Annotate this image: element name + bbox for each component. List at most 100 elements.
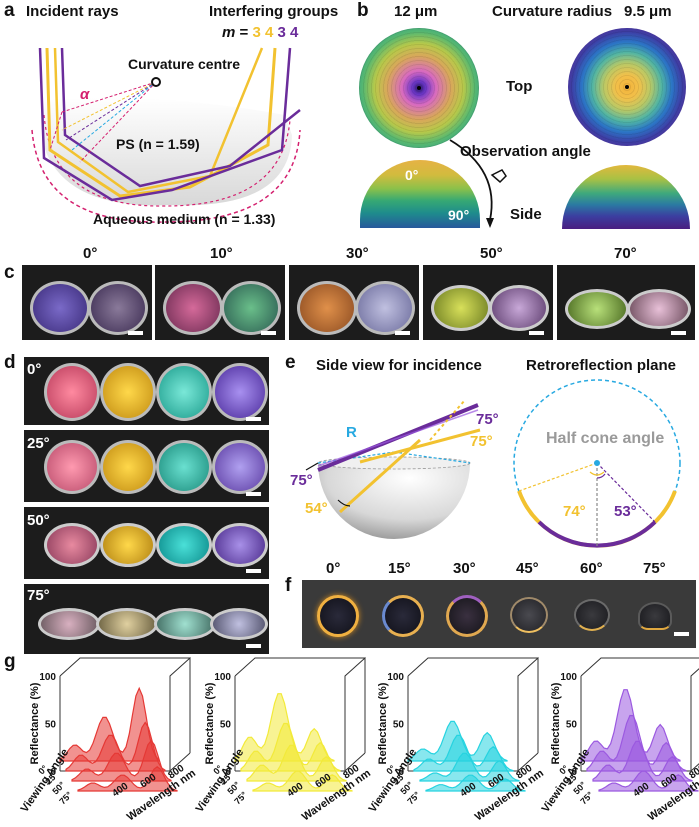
retroreflection-title: Retroreflection plane bbox=[526, 357, 677, 374]
ps-label: PS (n = 1.59) bbox=[116, 136, 200, 152]
panel-label-e: e bbox=[285, 352, 296, 373]
angle-90-label: 90° bbox=[448, 207, 470, 223]
m-equals: = bbox=[239, 24, 249, 41]
purple-53-label: 53° bbox=[614, 503, 637, 520]
R-label: R bbox=[346, 424, 357, 441]
f-angle-15: 15° bbox=[388, 560, 411, 577]
ytick-label: 0 bbox=[398, 767, 404, 778]
ylabel: Reflectance (%) bbox=[550, 682, 562, 764]
ytick-label: 0 bbox=[225, 767, 231, 778]
ytick-label: 100 bbox=[39, 672, 56, 683]
ytick-label: 100 bbox=[387, 672, 404, 683]
top-label: Top bbox=[506, 78, 533, 95]
centre-line-1 bbox=[61, 81, 157, 113]
side-label: Side bbox=[510, 206, 542, 223]
ytick-label: 50 bbox=[45, 720, 57, 731]
panel-label-d: d bbox=[4, 352, 16, 373]
c-photo-50 bbox=[423, 265, 553, 340]
f-droplet-45 bbox=[510, 597, 548, 633]
f-droplet-60 bbox=[574, 599, 610, 631]
gold-ray-outside bbox=[359, 428, 481, 464]
gold-ray-path-2 bbox=[53, 47, 264, 194]
c-photo-30 bbox=[289, 265, 419, 340]
alpha-label: α bbox=[80, 86, 90, 103]
d-photo-50 bbox=[24, 507, 269, 579]
c-angle-50: 50° bbox=[480, 245, 503, 262]
angle-arc-54 bbox=[337, 499, 351, 507]
d-angle-75: 75° bbox=[27, 587, 50, 604]
spectrum-surface-0 bbox=[234, 693, 335, 762]
ylabel: Reflectance (%) bbox=[377, 682, 389, 764]
m-purple-numbers: 3 4 bbox=[277, 24, 299, 41]
ytick-label: 50 bbox=[566, 720, 578, 731]
f-photo-strip bbox=[302, 580, 696, 648]
centre-line-5 bbox=[71, 81, 157, 151]
radius-right-label: 9.5 μm bbox=[624, 3, 672, 20]
d-angle-50: 50° bbox=[27, 512, 50, 529]
gold-54-label: 54° bbox=[305, 500, 328, 517]
purple-75-left-label: 75° bbox=[290, 472, 313, 489]
curvature-centre-label: Curvature centre bbox=[128, 56, 241, 72]
centre-line-6 bbox=[79, 81, 157, 163]
aqueous-label: Aqueous medium (n = 1.33) bbox=[93, 211, 276, 227]
d-angle-0: 0° bbox=[27, 361, 42, 378]
hemisphere-bowl bbox=[318, 463, 470, 539]
f-droplet-0 bbox=[317, 595, 359, 637]
c-photo-0 bbox=[22, 265, 152, 340]
gold-ray-path bbox=[45, 47, 277, 198]
gold-cone-line bbox=[518, 462, 598, 492]
gold-75-label: 75° bbox=[470, 433, 493, 450]
retro-centre bbox=[594, 460, 600, 466]
purple-ray-path bbox=[38, 47, 292, 202]
spectrum-surface-0 bbox=[407, 720, 508, 762]
c-angle-10: 10° bbox=[210, 245, 233, 262]
curvature-centre-point bbox=[151, 77, 161, 87]
d-photo-75 bbox=[24, 584, 269, 654]
ytick-label: 100 bbox=[214, 672, 231, 683]
panel-label-a: a bbox=[4, 0, 15, 21]
top-view-9-5um bbox=[568, 28, 686, 146]
inner-dashed-arc bbox=[43, 114, 291, 207]
f-droplet-75 bbox=[638, 602, 672, 630]
gold-74-label: 74° bbox=[563, 503, 586, 520]
panel-label-c: c bbox=[4, 262, 15, 283]
xtick-label: 800 bbox=[687, 763, 699, 782]
panel-label-g: g bbox=[4, 651, 16, 672]
f-droplet-15 bbox=[382, 595, 424, 637]
gold-dashed-ray bbox=[429, 399, 466, 441]
centre-line-3 bbox=[61, 81, 157, 131]
m-equation: m = 3 4 3 4 bbox=[222, 24, 298, 41]
cone-arc-gold bbox=[589, 471, 605, 476]
c-angle-0: 0° bbox=[83, 245, 98, 262]
c-photo-10 bbox=[155, 265, 285, 340]
axes-box bbox=[580, 657, 699, 772]
purple-ray-path-2 bbox=[60, 47, 301, 188]
ytick-label: 50 bbox=[220, 720, 232, 731]
ylabel: Reflectance (%) bbox=[29, 682, 41, 764]
centre-line-2 bbox=[49, 111, 63, 151]
ytick-label: 100 bbox=[560, 672, 577, 683]
eye-icon bbox=[490, 169, 507, 184]
interfering-groups-label: Interfering groups bbox=[209, 3, 339, 20]
c-photo-70 bbox=[557, 265, 695, 340]
purple-cone-line bbox=[596, 462, 656, 523]
centre-line-4 bbox=[65, 81, 157, 141]
gold-ray-inside bbox=[338, 438, 422, 514]
f-angle-0: 0° bbox=[326, 560, 341, 577]
incident-rays-label: Incident rays bbox=[26, 3, 119, 20]
d-angle-25: 25° bbox=[27, 435, 50, 452]
d-photo-25 bbox=[24, 430, 269, 502]
side-view-title: Side view for incidence bbox=[316, 357, 482, 374]
ytick-label: 50 bbox=[393, 720, 405, 731]
top-view-12um bbox=[359, 28, 479, 148]
purple-75-top-label: 75° bbox=[476, 411, 499, 428]
spectrum-surface-0 bbox=[580, 689, 681, 762]
m-symbol: m bbox=[222, 24, 236, 41]
